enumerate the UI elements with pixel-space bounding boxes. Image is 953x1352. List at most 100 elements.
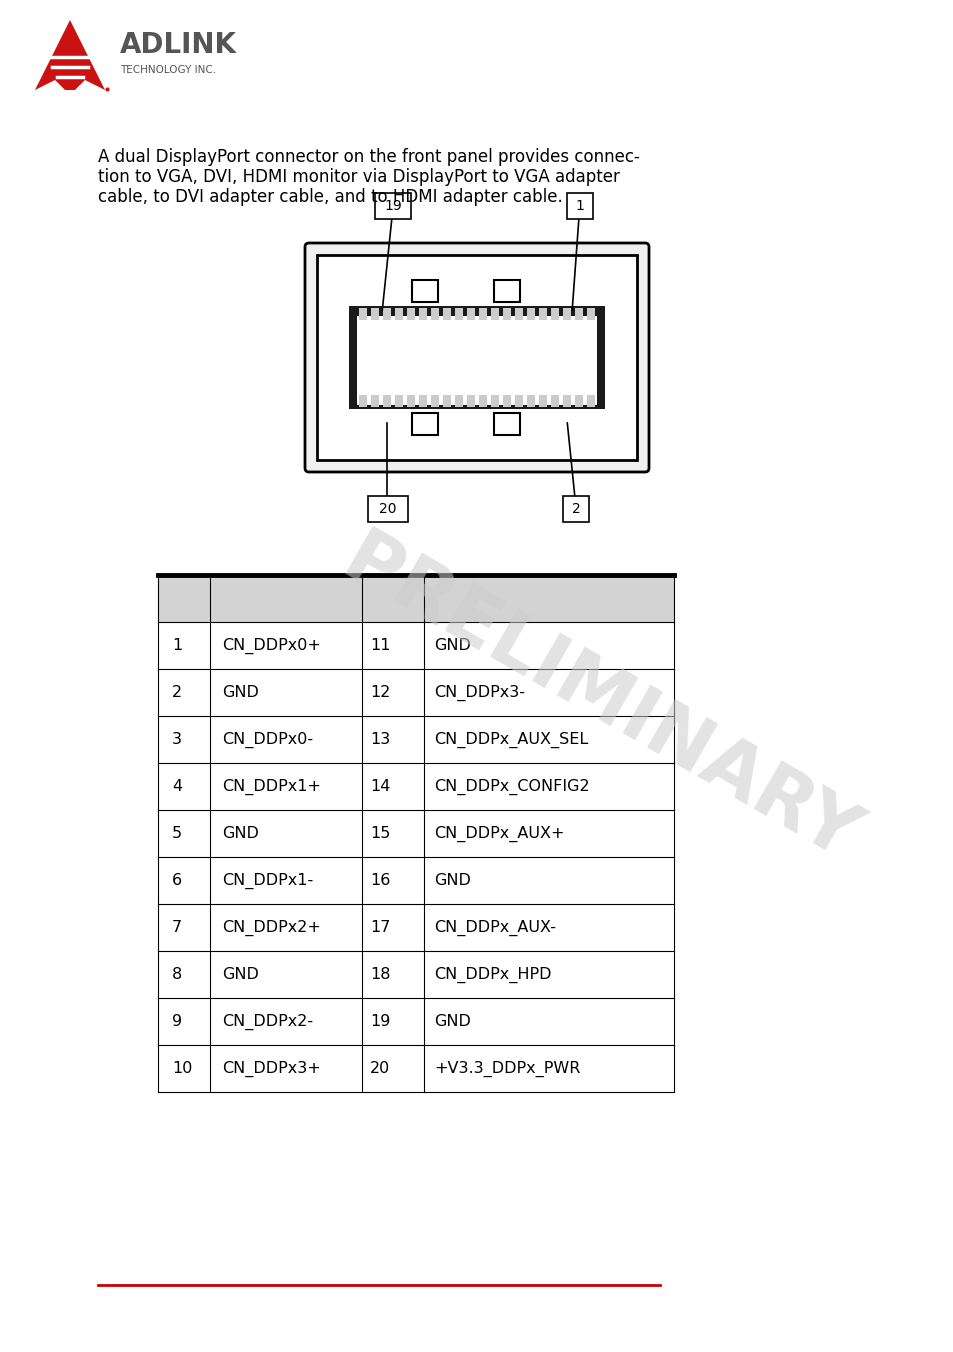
Bar <box>395 308 403 320</box>
Text: 14: 14 <box>370 779 390 794</box>
Bar <box>466 395 475 407</box>
Bar <box>550 308 558 320</box>
Bar <box>575 395 582 407</box>
Text: ADLINK: ADLINK <box>120 31 236 59</box>
Bar <box>442 308 451 320</box>
Text: GND: GND <box>434 638 471 653</box>
Bar <box>356 316 597 406</box>
Bar <box>412 412 437 435</box>
Bar <box>158 998 673 1045</box>
Bar <box>395 395 403 407</box>
Bar <box>375 193 411 219</box>
Bar <box>455 308 463 320</box>
Text: 4: 4 <box>172 779 182 794</box>
Text: CN_DDPx1+: CN_DDPx1+ <box>222 779 320 795</box>
Text: CN_DDPx2-: CN_DDPx2- <box>222 1014 313 1030</box>
Bar <box>158 669 673 717</box>
Text: 17: 17 <box>370 919 390 936</box>
Bar <box>586 308 595 320</box>
Text: 13: 13 <box>370 731 390 748</box>
Bar <box>515 395 522 407</box>
Bar <box>406 395 415 407</box>
Text: CN_DDPx_HPD: CN_DDPx_HPD <box>434 967 551 983</box>
Bar <box>538 308 547 320</box>
Bar <box>490 395 498 407</box>
Text: CN_DDPx1-: CN_DDPx1- <box>222 872 313 888</box>
Bar <box>158 575 673 622</box>
Text: CN_DDPx_AUX-: CN_DDPx_AUX- <box>434 919 556 936</box>
Bar <box>494 280 519 301</box>
Bar <box>382 395 391 407</box>
Bar <box>478 308 487 320</box>
Text: GND: GND <box>222 685 258 700</box>
Text: 19: 19 <box>384 199 401 214</box>
Bar <box>158 950 673 998</box>
Text: 5: 5 <box>172 826 182 841</box>
Bar <box>358 308 367 320</box>
Text: GND: GND <box>222 967 258 982</box>
Bar <box>358 395 367 407</box>
Bar <box>515 308 522 320</box>
Text: 20: 20 <box>370 1061 390 1076</box>
Bar <box>566 193 593 219</box>
Text: GND: GND <box>434 1014 471 1029</box>
Text: 1: 1 <box>172 638 182 653</box>
Text: 10: 10 <box>172 1061 193 1076</box>
Text: 12: 12 <box>370 685 390 700</box>
Text: CN_DDPx_AUX+: CN_DDPx_AUX+ <box>434 826 564 841</box>
Bar <box>550 395 558 407</box>
Text: +V3.3_DDPx_PWR: +V3.3_DDPx_PWR <box>434 1060 579 1076</box>
Bar <box>158 857 673 904</box>
Text: CN_DDPx0+: CN_DDPx0+ <box>222 637 320 653</box>
Text: CN_DDPx2+: CN_DDPx2+ <box>222 919 320 936</box>
Bar <box>526 308 535 320</box>
Bar <box>418 308 427 320</box>
Bar <box>442 395 451 407</box>
Polygon shape <box>75 80 105 91</box>
Text: cable, to DVI adapter cable, and to HDMI adapter cable.: cable, to DVI adapter cable, and to HDMI… <box>98 188 562 206</box>
Bar <box>502 308 511 320</box>
Bar <box>349 306 604 410</box>
Text: CN_DDPx_AUX_SEL: CN_DDPx_AUX_SEL <box>434 731 588 748</box>
Bar <box>466 308 475 320</box>
Bar <box>158 717 673 763</box>
Text: PRELIMINARY: PRELIMINARY <box>330 523 869 877</box>
Text: tion to VGA, DVI, HDMI monitor via DisplayPort to VGA adapter: tion to VGA, DVI, HDMI monitor via Displ… <box>98 168 619 187</box>
Bar <box>494 412 519 435</box>
Bar <box>478 395 487 407</box>
Text: 8: 8 <box>172 967 182 982</box>
Text: 15: 15 <box>370 826 390 841</box>
Text: 11: 11 <box>370 638 390 653</box>
Bar <box>575 308 582 320</box>
Bar <box>455 395 463 407</box>
Text: 2: 2 <box>571 502 579 516</box>
Text: 19: 19 <box>370 1014 390 1029</box>
Bar <box>158 763 673 810</box>
Text: 20: 20 <box>379 502 396 516</box>
Bar <box>418 395 427 407</box>
Bar <box>158 904 673 950</box>
FancyBboxPatch shape <box>305 243 648 472</box>
Polygon shape <box>35 20 105 91</box>
Text: 16: 16 <box>370 873 390 888</box>
Text: GND: GND <box>222 826 258 841</box>
Text: TECHNOLOGY INC.: TECHNOLOGY INC. <box>120 65 216 74</box>
Bar <box>526 395 535 407</box>
Text: CN_DDPx3-: CN_DDPx3- <box>434 684 524 700</box>
Bar <box>158 622 673 669</box>
Bar <box>562 496 588 522</box>
Bar <box>158 810 673 857</box>
Text: A dual DisplayPort connector on the front panel provides connec-: A dual DisplayPort connector on the fron… <box>98 147 639 166</box>
Text: CN_DDPx0-: CN_DDPx0- <box>222 731 313 748</box>
Text: 18: 18 <box>370 967 390 982</box>
Bar <box>502 395 511 407</box>
Polygon shape <box>35 80 65 91</box>
Bar <box>431 395 438 407</box>
Bar <box>562 395 571 407</box>
Bar <box>368 496 408 522</box>
Text: 6: 6 <box>172 873 182 888</box>
Bar <box>490 308 498 320</box>
Text: 2: 2 <box>172 685 182 700</box>
Text: CN_DDPx_CONFIG2: CN_DDPx_CONFIG2 <box>434 779 589 795</box>
Text: CN_DDPx3+: CN_DDPx3+ <box>222 1060 320 1076</box>
